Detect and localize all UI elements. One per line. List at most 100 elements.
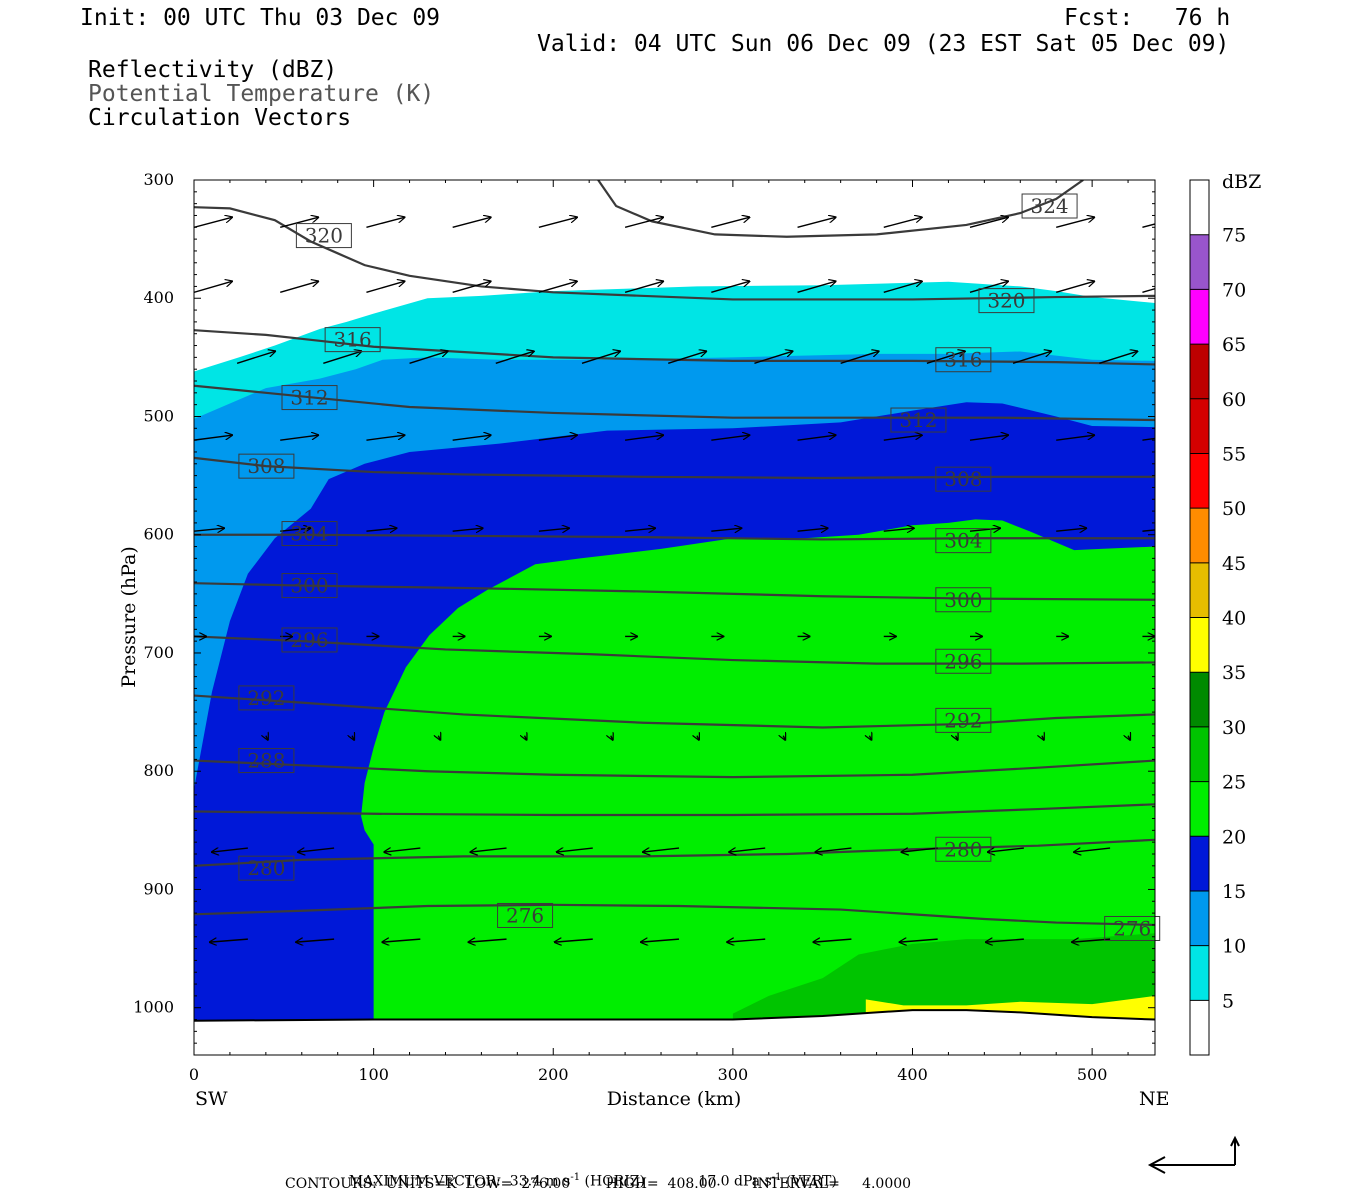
isentrope-label: 312 bbox=[281, 385, 338, 411]
circulation-vector bbox=[280, 528, 310, 531]
colorbar-level-label: 55 bbox=[1222, 443, 1246, 465]
circulation-vector bbox=[797, 528, 828, 531]
terrain-line bbox=[194, 1009, 1155, 1022]
isentrope-label-box bbox=[935, 587, 992, 613]
isentrope-label-box bbox=[295, 223, 352, 249]
isentrope-label-text: 292 bbox=[944, 708, 982, 732]
reference-vector-icon bbox=[1147, 1135, 1240, 1174]
circulation-vector bbox=[797, 281, 836, 294]
isentrope-label-text: 276 bbox=[1113, 916, 1151, 940]
circulation-vector bbox=[956, 736, 958, 740]
colorbar-swatch bbox=[1190, 617, 1209, 673]
circulation-vector bbox=[1072, 939, 1111, 942]
circulation-vector bbox=[452, 435, 491, 441]
field-potential-temperature: Potential Temperature (K) bbox=[88, 81, 435, 107]
isentrope-308 bbox=[194, 456, 1155, 480]
circulation-vector bbox=[668, 351, 706, 364]
isentrope-label-text: 288 bbox=[247, 749, 285, 773]
vert-tag: (VERT) bbox=[785, 1173, 837, 1190]
circulation-vector bbox=[969, 281, 1008, 294]
x-tick-label: 400 bbox=[897, 1065, 928, 1084]
isentrope-label: 276 bbox=[497, 902, 554, 928]
isentrope-label: 308 bbox=[238, 453, 295, 479]
y-tick-label: 800 bbox=[143, 761, 174, 780]
init-time: Init: 00 UTC Thu 03 Dec 09 bbox=[80, 5, 441, 31]
isentrope-label-text: 300 bbox=[290, 574, 328, 598]
circulation-vector bbox=[1012, 351, 1051, 364]
circulation-vector bbox=[452, 217, 491, 228]
circulation-vector bbox=[641, 939, 680, 942]
isentrope-label-text: 292 bbox=[247, 686, 285, 710]
circulation-vector bbox=[525, 736, 527, 740]
isentrope-label: 304 bbox=[935, 528, 992, 554]
colorbar-level-label: 50 bbox=[1222, 498, 1246, 520]
circulation-vector bbox=[280, 281, 318, 294]
circulation-vector bbox=[840, 351, 879, 364]
isentrope-label: 296 bbox=[935, 648, 992, 674]
horiz-tag: (HORIZ) bbox=[584, 1173, 645, 1190]
isentrope-label-box bbox=[935, 707, 992, 733]
circulation-vector bbox=[557, 848, 593, 852]
circulation-vector bbox=[986, 939, 1024, 942]
circulation-vector bbox=[900, 939, 938, 942]
colorbar-swatch bbox=[1190, 180, 1209, 235]
isentrope-label: 320 bbox=[978, 288, 1035, 314]
circulation-vector bbox=[384, 848, 421, 852]
circulation-vector bbox=[729, 848, 766, 852]
circulation-vector bbox=[711, 528, 741, 531]
circulation-vector bbox=[298, 848, 335, 852]
colorbar-swatch bbox=[1190, 1000, 1209, 1055]
circulation-vector bbox=[194, 217, 232, 228]
y-tick-label: 900 bbox=[143, 879, 174, 898]
circulation-vector bbox=[1099, 351, 1137, 364]
isentrope-label: 300 bbox=[281, 573, 338, 599]
circulation-vector bbox=[883, 217, 922, 228]
field-reflectivity: Reflectivity (dBZ) bbox=[88, 57, 338, 83]
circulation-vector bbox=[883, 435, 922, 441]
isentrope-label-box bbox=[281, 385, 338, 411]
isentrope-label: 316 bbox=[324, 327, 381, 353]
colorbar-level-label: 15 bbox=[1222, 881, 1246, 903]
circulation-vector bbox=[194, 435, 232, 441]
isentrope-label-box bbox=[238, 855, 295, 881]
isentrope-304 bbox=[194, 533, 1155, 541]
isentrope-label: 288 bbox=[238, 748, 295, 774]
isentrope-label: 308 bbox=[935, 466, 992, 492]
x-tick-label: 200 bbox=[538, 1065, 569, 1084]
circulation-vector bbox=[236, 351, 275, 364]
circulation-vector bbox=[711, 435, 749, 441]
isentrope-label-box bbox=[935, 347, 992, 373]
y-tick-label: 500 bbox=[143, 406, 174, 425]
isentrope-label-text: 304 bbox=[944, 529, 982, 553]
circulation-vector bbox=[969, 217, 1008, 228]
isentrope-label-text: 308 bbox=[247, 454, 285, 478]
isentrope-300 bbox=[194, 582, 1155, 601]
colorbar-unit: dBZ bbox=[1222, 171, 1261, 193]
circulation-vector bbox=[969, 528, 1000, 531]
y-tick-label: 1000 bbox=[133, 998, 174, 1017]
isentrope-312 bbox=[194, 384, 1155, 422]
isentrope-label-text: 308 bbox=[944, 467, 982, 491]
circulation-vector bbox=[409, 351, 448, 364]
isentrope-label-box bbox=[935, 836, 992, 862]
colorbar-level-label: 10 bbox=[1222, 936, 1246, 958]
isentrope-320 bbox=[194, 206, 1155, 301]
isentrope-label: 280 bbox=[935, 836, 992, 862]
circulation-vector bbox=[624, 281, 663, 294]
circulation-vector bbox=[1074, 848, 1111, 852]
isentrope-316 bbox=[194, 329, 1155, 366]
circulation-vector bbox=[1056, 435, 1094, 441]
field-circulation-vectors: Circulation Vectors bbox=[88, 105, 352, 131]
max-vector-prefix: MAXIMUM VECTOR: bbox=[348, 1173, 501, 1190]
isentrope-label-box bbox=[497, 902, 554, 928]
circulation-vector bbox=[625, 528, 655, 531]
circulation-vector bbox=[366, 217, 404, 228]
isentrope-292 bbox=[194, 694, 1155, 729]
isentrope-label: 280 bbox=[238, 855, 295, 881]
circulation-vector bbox=[1128, 736, 1130, 740]
x-tick-label: 500 bbox=[1077, 1065, 1108, 1084]
circulation-vector bbox=[697, 736, 699, 740]
circulation-vector bbox=[797, 217, 836, 228]
circulation-vector bbox=[926, 351, 965, 364]
y-axis-title: Pressure (hPa) bbox=[118, 546, 140, 688]
